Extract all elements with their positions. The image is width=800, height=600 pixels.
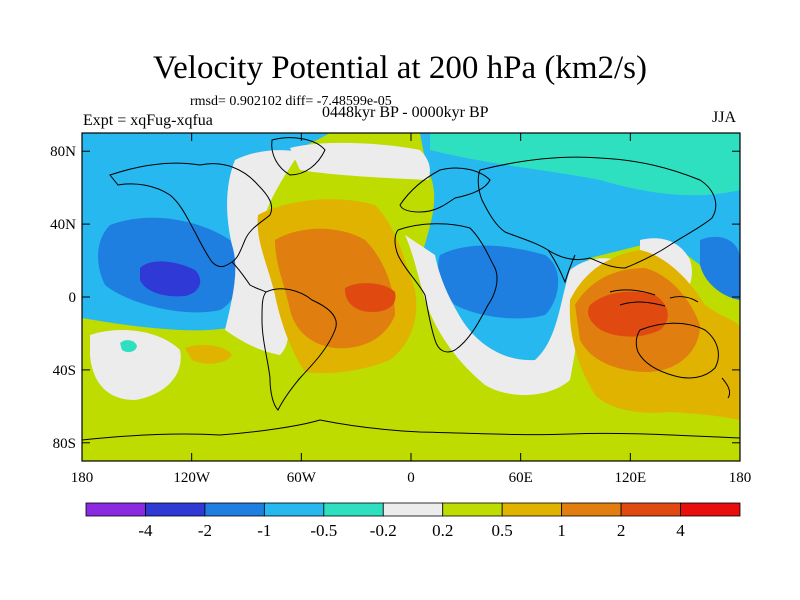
coast-asia <box>477 156 717 269</box>
field-arctic <box>430 133 740 196</box>
colorbar-label: -2 <box>198 521 212 540</box>
x-tick-label: 0 <box>407 470 415 486</box>
colorbar-box <box>204 502 265 517</box>
colorbar-box <box>680 502 741 517</box>
coast-europe <box>399 167 491 213</box>
x-tick-label: 60E <box>509 470 533 486</box>
coast-australia <box>635 322 719 379</box>
colorbar-box <box>145 502 206 517</box>
colorbar-box <box>85 502 146 517</box>
coast-north-america <box>109 162 273 268</box>
coastlines <box>82 137 740 441</box>
coast-africa <box>394 223 498 353</box>
x-tick-label: 120W <box>173 470 211 486</box>
y-tick-label: 40S <box>53 363 76 379</box>
colorbar-box <box>442 502 503 517</box>
colorbar-label: -4 <box>138 521 153 540</box>
colorbar: -4 -2 -1 -0.5 -0.2 0.2 0.5 1 2 4 <box>85 502 741 540</box>
period-label: 0448kyr BP - 0000kyr BP <box>322 104 489 121</box>
colorbar-label: 4 <box>676 521 685 540</box>
x-axis: 180 120W 60W 0 60E 120E 180 <box>71 133 752 486</box>
field-neg-pacific-core <box>140 261 201 297</box>
coast-central-america <box>231 261 267 293</box>
colorbar-label: 0.5 <box>492 521 513 540</box>
field-zero-band-pacific-south <box>90 330 181 400</box>
field-teal-patch <box>120 340 137 353</box>
field-zero-band-atlantic <box>405 235 625 396</box>
contour-field <box>82 133 740 461</box>
colorbar-label: 0.2 <box>432 521 453 540</box>
chart-title: Velocity Potential at 200 hPa (km2/s) <box>152 50 648 86</box>
colorbar-label: 1 <box>557 521 566 540</box>
field-neg-east-pacific <box>700 236 740 300</box>
field-pos-atlantic-core <box>344 283 396 312</box>
colorbar-label: -0.5 <box>310 521 337 540</box>
x-tick-label: 60W <box>287 470 317 486</box>
y-tick-label: 80N <box>50 144 76 160</box>
y-tick-label: 40N <box>50 217 76 233</box>
season-label: JJA <box>712 109 737 126</box>
y-tick-label: 0 <box>69 290 77 306</box>
coast-india <box>547 249 576 284</box>
colorbar-box <box>382 502 444 517</box>
y-tick-label: 80S <box>53 436 76 452</box>
colorbar-label: -0.2 <box>370 521 397 540</box>
coast-indonesia <box>609 289 699 307</box>
colorbar-box <box>263 502 325 517</box>
colorbar-box <box>561 502 622 517</box>
colorbar-box <box>323 502 384 517</box>
stats-label: rmsd= 0.902102 diff= -7.48599e-05 <box>190 94 392 109</box>
x-tick-label: 180 <box>729 470 752 486</box>
experiment-label: Expt = xqFug-xqfua <box>83 112 213 129</box>
field-zero-band-north <box>290 142 430 180</box>
colorbar-box <box>501 502 563 517</box>
coast-new-zealand <box>721 377 731 399</box>
colorbar-label: -1 <box>257 521 271 540</box>
coast-antarctica <box>82 419 740 441</box>
field-pos-south-pacific <box>185 344 232 364</box>
colorbar-label: 2 <box>617 521 626 540</box>
colorbar-box <box>620 502 681 517</box>
field-pos-atlantic-2 <box>275 228 395 349</box>
field-neg-africa <box>438 245 559 319</box>
y-axis: 80N 40N 0 40S 80S <box>50 144 740 452</box>
x-tick-label: 120E <box>614 470 646 486</box>
coast-south-america <box>261 288 337 411</box>
x-tick-label: 180 <box>71 470 94 486</box>
